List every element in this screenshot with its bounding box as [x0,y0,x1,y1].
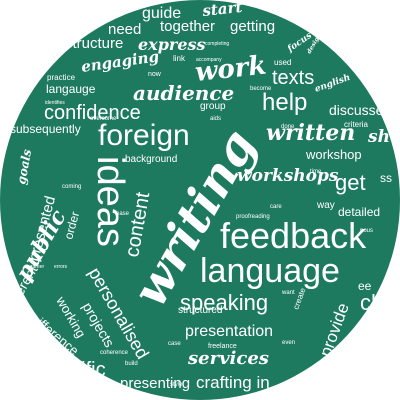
word-group: group [200,101,226,112]
word-time: time [310,169,322,175]
word-care: care [270,204,282,210]
word-help: help [262,89,307,116]
word-written: written [266,120,355,146]
word-career: career [30,264,45,270]
word-eople: eople [344,369,374,383]
word-coming: coming [62,184,81,190]
word-ss: ss [380,171,392,185]
word-now: now [148,71,162,78]
word-coherence: coherence [100,350,129,356]
word-case: case [168,341,181,347]
word-structure: structure [65,35,123,52]
word-texts: texts [272,67,314,89]
word-overcome: overcome [90,116,117,122]
word-together: together [160,18,215,35]
word-sho: sho [367,127,400,147]
word-goals: goals [14,148,34,186]
word-crafting: crafting in [196,373,270,392]
word-aids: aids [210,116,221,122]
word-errors: errors [54,264,68,270]
word-get: get [335,170,366,195]
word-work: work [194,51,268,88]
word-background: background [125,154,177,165]
word-express: express [138,35,206,54]
word-accompany: accompany [196,57,222,63]
word-getting: getting [230,18,275,35]
word-ease: ease [116,211,130,217]
word-start: start [202,0,244,20]
word-structured: structured [178,305,222,316]
word-langauge: langauge [46,82,96,96]
word-pacific: acific [60,359,106,381]
word-ideas: ideas [89,156,131,247]
word-mi: mi [360,324,380,340]
word-completing: completing [205,41,229,47]
word-subsequently: subsequently [10,122,81,136]
word-way: way [316,200,335,211]
word-criteria: criteria [344,120,369,129]
word-proofreading: proofreading [236,214,270,220]
word-done: done [281,124,295,130]
word-services: services [187,348,269,369]
word-feedback: feedback [220,215,367,256]
word-build: build [125,361,138,367]
word-style: style [170,382,183,388]
word-want: want [281,290,295,296]
word-audience: audience [133,81,234,105]
word-even: even [282,340,295,346]
word-link: link [173,54,186,63]
word-need: need [108,21,141,38]
word-guide: guide [142,5,181,22]
word-practice: practice [47,73,76,82]
word-freelance: freelance [208,343,237,350]
word-cli: cli [360,290,381,315]
word-presentation: presentation [185,323,273,340]
word-language: language [200,252,340,290]
word-workshop: workshop [305,147,362,162]
word-confidence: confidence [44,102,141,124]
word-become: become [250,86,272,92]
word-detailed: detailed [338,205,380,219]
word-presenting: presenting [120,375,190,392]
word-speaking: speaking [180,290,268,315]
word-foreign: foreign [98,119,190,152]
word-workshops: workshops [237,166,339,186]
word-used: used [274,58,291,67]
word-nous: nous [360,228,373,234]
word-ee: ee [358,279,372,293]
word-discussed: discussed [329,102,391,118]
word-identifies: identifies [45,100,65,106]
